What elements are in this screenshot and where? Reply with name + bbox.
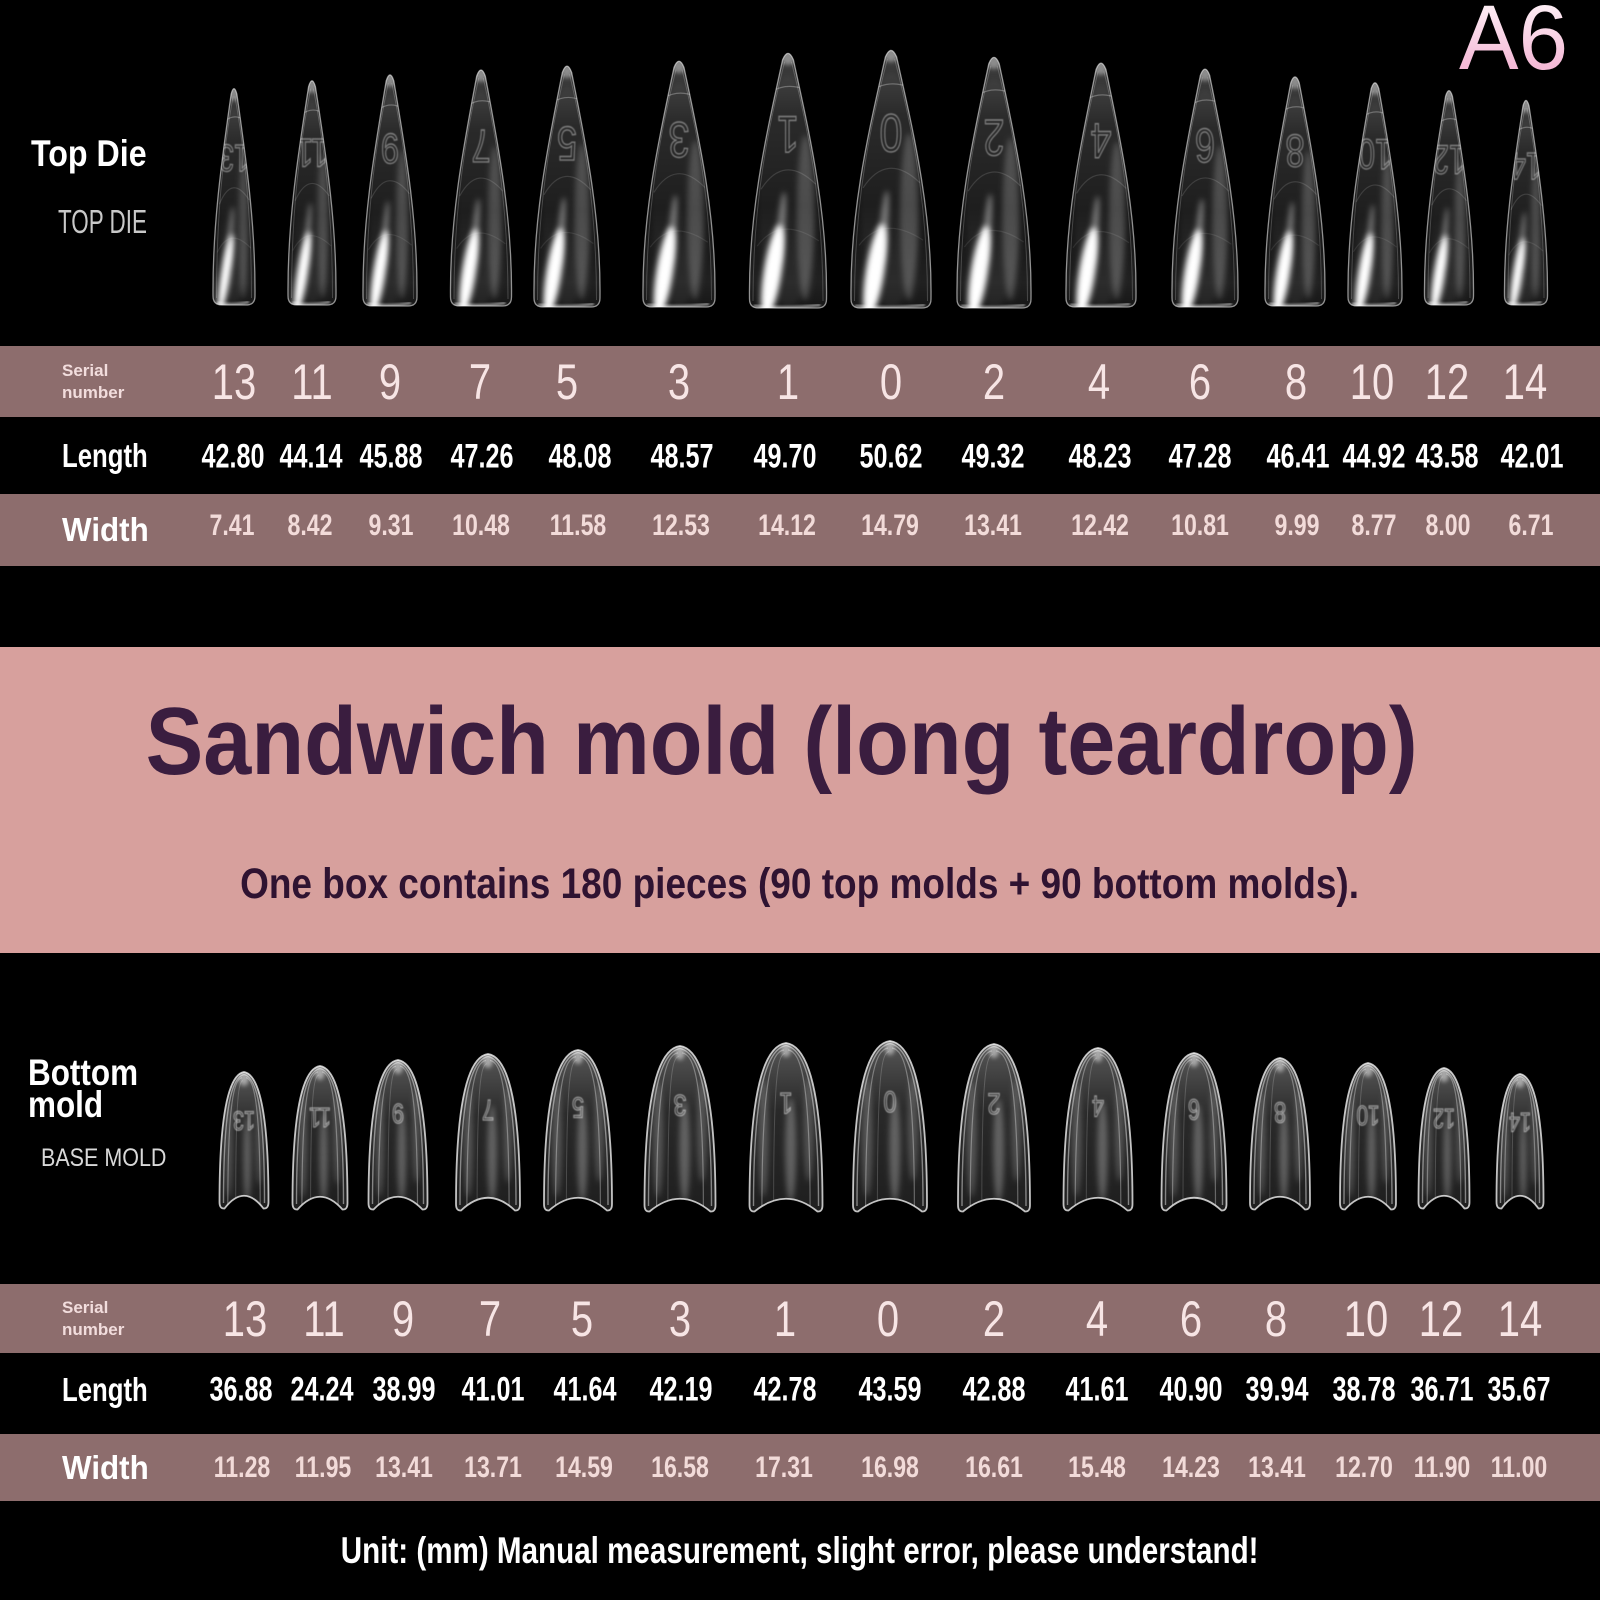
- svg-text:2: 2: [988, 1087, 1001, 1120]
- svg-text:0: 0: [884, 1085, 897, 1118]
- svg-text:13: 13: [233, 1106, 255, 1136]
- svg-text:4: 4: [1092, 1089, 1104, 1122]
- svg-text:10: 10: [1357, 1100, 1380, 1131]
- svg-text:12: 12: [1433, 1103, 1455, 1134]
- svg-text:6: 6: [1188, 1092, 1200, 1124]
- svg-text:5: 5: [572, 1091, 584, 1123]
- svg-text:14: 14: [1509, 1107, 1531, 1137]
- svg-text:8: 8: [1274, 1096, 1286, 1128]
- svg-text:11: 11: [309, 1102, 331, 1133]
- svg-text:1: 1: [780, 1086, 793, 1119]
- svg-text:9: 9: [392, 1098, 404, 1129]
- svg-text:7: 7: [482, 1093, 494, 1125]
- svg-text:3: 3: [674, 1088, 687, 1121]
